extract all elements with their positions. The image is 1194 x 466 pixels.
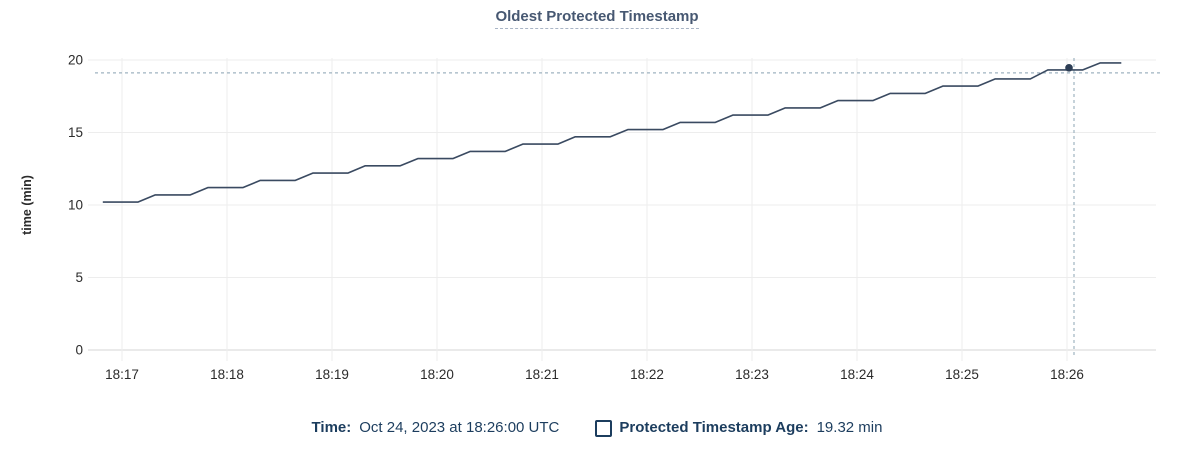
x-tick-label: 18:19 <box>315 367 349 382</box>
y-tick-label: 5 <box>75 270 83 285</box>
x-tick-label: 18:26 <box>1050 367 1084 382</box>
hover-point <box>1065 64 1073 72</box>
x-tick-label: 18:21 <box>525 367 559 382</box>
y-tick-label: 15 <box>68 125 83 140</box>
hover-time-group: Time: Oct 24, 2023 at 18:26:00 UTC <box>312 417 560 439</box>
chart-tooltip-legend: Time: Oct 24, 2023 at 18:26:00 UTC Protec… <box>0 417 1194 439</box>
y-tick-label: 20 <box>68 53 83 68</box>
chart-title-wrap: Oldest Protected Timestamp <box>0 8 1194 29</box>
x-tick-label: 18:18 <box>210 367 244 382</box>
x-tick-label: 18:17 <box>105 367 139 382</box>
series-label: Protected Timestamp Age: <box>619 419 809 436</box>
series-checkbox-icon[interactable] <box>595 419 613 437</box>
y-axis-title: time (min) <box>20 175 34 235</box>
y-tick-label: 10 <box>68 198 83 213</box>
chart-title[interactable]: Oldest Protected Timestamp <box>495 8 699 29</box>
series-value: 19.32 min <box>816 419 883 436</box>
x-tick-label: 18:22 <box>630 367 664 382</box>
x-tick-label: 18:24 <box>840 367 874 382</box>
chart-canvas[interactable]: 0 5 10 15 20 18:17 18:18 18:19 18:20 18:21 18:22 18… <box>0 0 1194 404</box>
series-line <box>102 62 1122 203</box>
time-label: Time: <box>311 419 352 436</box>
x-tick-label: 18:23 <box>735 367 769 382</box>
series-legend-item[interactable]: Protected Timestamp Age: 19.32 min <box>595 417 882 439</box>
time-value: Oct 24, 2023 at 18:26:00 UTC <box>359 419 560 436</box>
y-tick-label: 0 <box>75 343 83 358</box>
x-tick-label: 18:20 <box>420 367 454 382</box>
x-tick-label: 18:25 <box>945 367 979 382</box>
